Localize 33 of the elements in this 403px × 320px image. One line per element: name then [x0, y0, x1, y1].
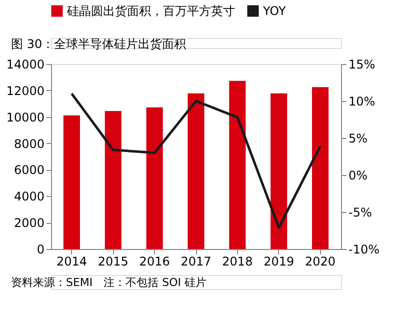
- x-tick-label: 2015: [98, 254, 128, 268]
- y2-tick-label: -10%: [348, 242, 380, 256]
- bar: [63, 115, 80, 249]
- x-tick-label: 2016: [139, 254, 170, 268]
- y2-tick-label: 0%: [348, 168, 368, 182]
- y-tick-label: 8000: [14, 136, 44, 151]
- y-tick-label: 10000: [6, 110, 44, 124]
- y-tick-label: 0: [36, 242, 44, 256]
- y2-tick-label: 10%: [348, 94, 376, 108]
- x-tick-label: 2017: [180, 254, 212, 268]
- x-tick-label: 2014: [56, 254, 87, 268]
- bar: [312, 87, 329, 249]
- bar: [146, 107, 163, 249]
- bar: [188, 93, 204, 249]
- text: 资料来源：SEMI 注：不包括 SOI 硅片: [11, 276, 207, 289]
- bar: [270, 93, 288, 249]
- bar: [104, 111, 122, 249]
- y2-tick-label: 5%: [348, 132, 368, 146]
- line-series: [70, 92, 322, 229]
- x-tick-label: 2019: [264, 254, 294, 268]
- y-tick-label: 14000: [6, 58, 44, 72]
- bar: [229, 80, 246, 249]
- y-tick-label: 12000: [6, 84, 44, 98]
- legend-label: 硅晶圆出货面积，百万平方英寸: [66, 4, 235, 18]
- y-tick-label: 6000: [14, 163, 44, 178]
- legend-label: YOY: [262, 4, 286, 18]
- y2-tick-label: 15%: [348, 58, 376, 72]
- y2-tick-label: -5%: [348, 206, 372, 220]
- x-tick-label: 2020: [305, 254, 336, 268]
- chart-title: 图 30：全球半导体硅片出货面积: [11, 37, 186, 51]
- x-tick-label: 2018: [222, 254, 253, 268]
- y-tick-label: 2000: [14, 216, 44, 230]
- y-tick-label: 4000: [14, 190, 44, 204]
